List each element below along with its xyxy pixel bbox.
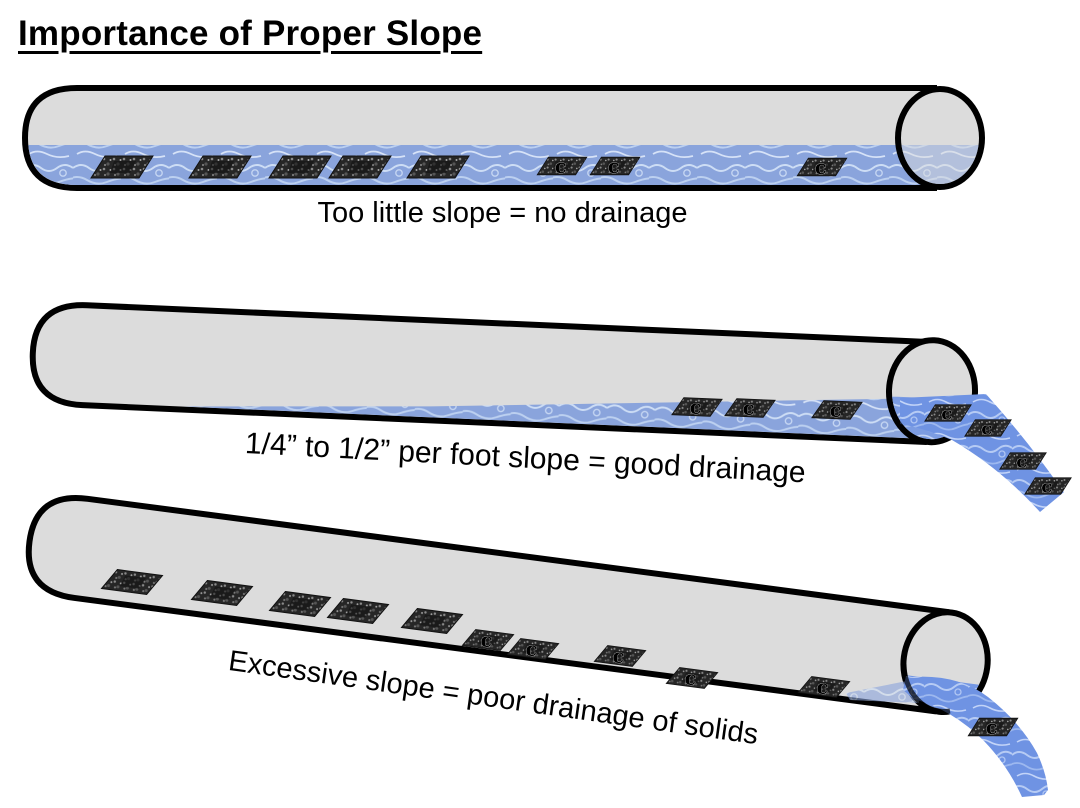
pipe-body bbox=[25, 494, 950, 715]
outflow-stream bbox=[903, 676, 1048, 797]
water-layer bbox=[28, 145, 934, 185]
pipe-too-little-slope bbox=[22, 85, 985, 191]
page-title: Importance of Proper Slope bbox=[18, 14, 483, 53]
pipe-end-arc-through-water bbox=[886, 390, 933, 445]
water-wedge bbox=[846, 679, 919, 703]
pipe-good-slope bbox=[29, 302, 979, 446]
caption-too-little-slope: Too little slope = no drainage bbox=[317, 197, 688, 229]
pipe-end-arc-through-water bbox=[901, 663, 951, 714]
